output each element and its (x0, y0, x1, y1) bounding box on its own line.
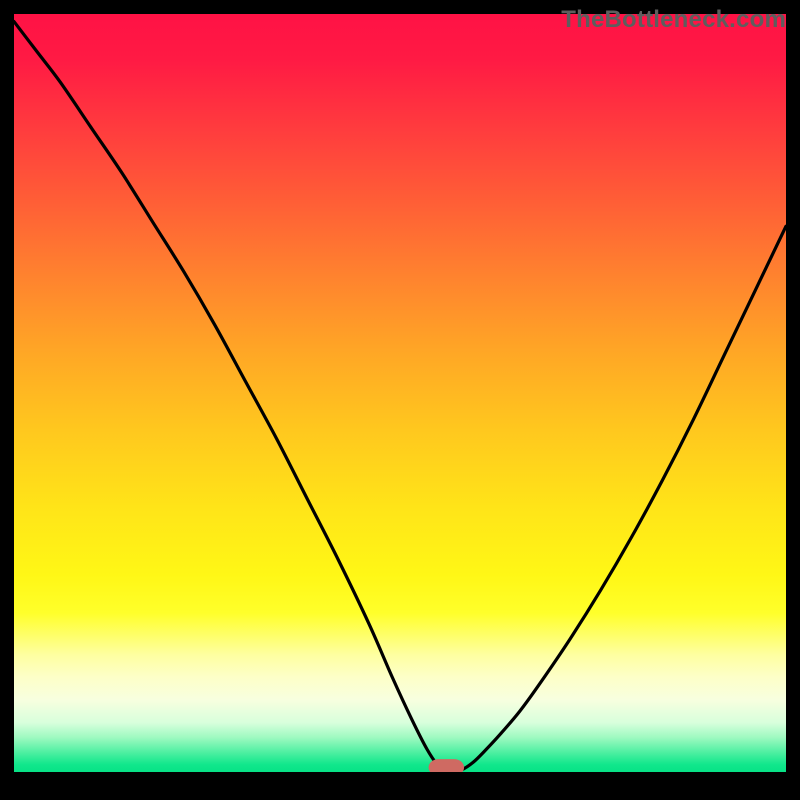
attribution-label: TheBottleneck.com (561, 6, 786, 34)
gradient-background (14, 14, 786, 772)
chart-stage: TheBottleneck.com (0, 0, 800, 800)
bottleneck-curve-chart (0, 0, 800, 800)
